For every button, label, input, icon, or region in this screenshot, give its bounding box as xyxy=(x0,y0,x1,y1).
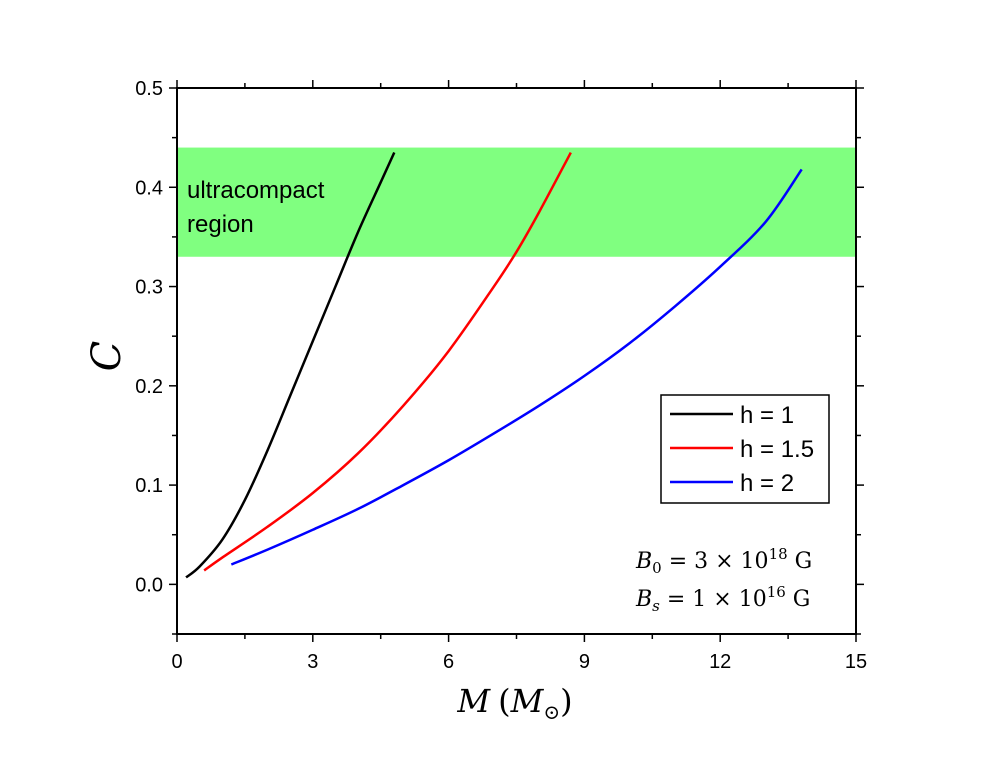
series-group xyxy=(185,151,803,579)
legend-label-2: h = 1.5 xyxy=(740,436,814,463)
annotation-bs-unit: G xyxy=(786,587,811,612)
y-tick-label: 0.0 xyxy=(135,574,163,596)
annotation-bs: Bs = 1 × 1016 G xyxy=(635,583,810,615)
axis-ticks: 0 3 6 9 12 15 0.0 0.1 0.2 0.3 0.4 0.5 xyxy=(135,78,867,673)
series-line-3 xyxy=(230,168,803,566)
plot-frame xyxy=(176,87,857,635)
ultracompact-band xyxy=(177,147,856,257)
legend-label-3: h = 2 xyxy=(740,470,794,497)
x-tick-label: 6 xyxy=(443,651,454,673)
x-axis-title-open: ( xyxy=(498,682,510,720)
band-label-line2: region xyxy=(187,211,254,238)
x-tick-label: 15 xyxy=(845,651,867,673)
annotation-bs-rel: = 1 × 10 xyxy=(660,587,767,612)
series-line-1 xyxy=(185,152,396,579)
x-tick-label: 12 xyxy=(709,651,731,673)
y-tick-label: 0.2 xyxy=(135,376,163,398)
x-tick-label: 9 xyxy=(579,651,590,673)
x-axis-title-sub: ⊙ xyxy=(543,700,560,724)
y-tick-label: 0.3 xyxy=(135,277,163,299)
annotation-bs-var: B xyxy=(635,587,652,612)
y-tick-label: 0.1 xyxy=(135,475,163,497)
y-tick-label: 0.4 xyxy=(135,177,163,199)
annotation-b0-sub: 0 xyxy=(652,559,662,577)
band-label-line1: ultracompact xyxy=(187,177,325,204)
annotation-bs-sub: s xyxy=(652,597,660,615)
x-axis-title: M (M⊙) xyxy=(456,682,572,724)
x-tick-label: 0 xyxy=(171,651,182,673)
annotation-b0-var: B xyxy=(635,549,652,574)
x-tick-label: 3 xyxy=(307,651,318,673)
annotation-bs-exp: 16 xyxy=(767,583,786,601)
annotation-b0-rel: = 3 × 10 xyxy=(662,549,769,574)
y-tick-label: 0.5 xyxy=(135,78,163,100)
legend: h = 1 h = 1.5 h = 2 xyxy=(660,394,830,504)
y-axis-title: C xyxy=(84,341,130,372)
x-axis-title-main: M xyxy=(456,682,491,720)
legend-items: h = 1 h = 1.5 h = 2 xyxy=(670,402,814,497)
legend-label-1: h = 1 xyxy=(740,402,794,429)
annotation-b0-unit: G xyxy=(788,549,813,574)
annotation-b0-exp: 18 xyxy=(769,545,788,563)
x-axis-title-unit: M xyxy=(510,682,545,720)
x-axis-title-close: ) xyxy=(560,682,572,720)
annotation-b0: B0 = 3 × 1018 G xyxy=(635,545,812,577)
series-line-2 xyxy=(203,151,572,572)
